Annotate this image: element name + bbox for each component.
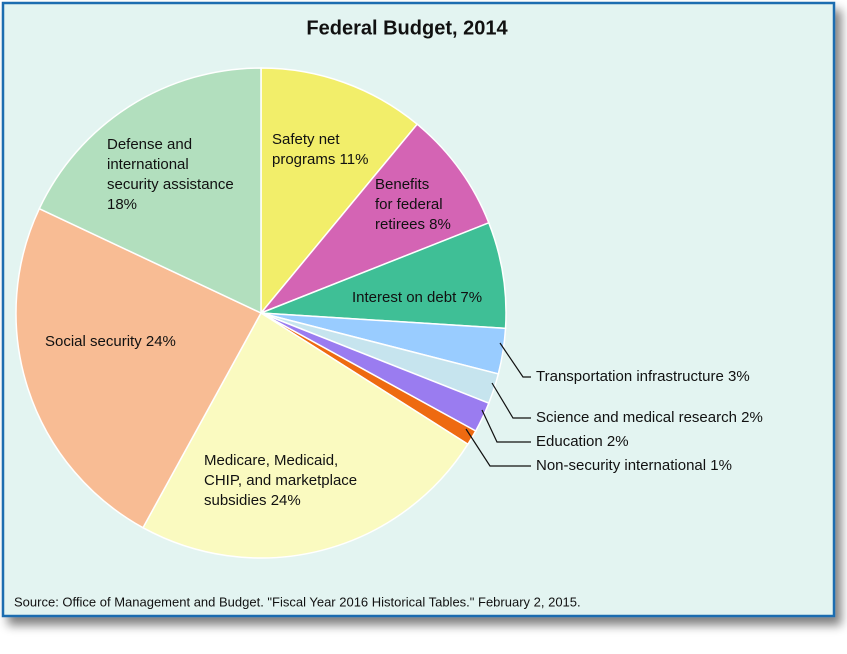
slice-label: Education 2% <box>536 433 629 450</box>
slice-label: Interest on debt 7% <box>352 289 482 306</box>
slice-label: Medicare, Medicaid, CHIP, and marketplace… <box>204 452 357 509</box>
slice-label: Defense and international security assista… <box>107 136 234 213</box>
pie-slice <box>38 67 262 315</box>
leader-line <box>499 342 531 378</box>
source-note: Source: Office of Management and Budget.… <box>14 594 581 609</box>
slice-label: Safety net programs 11% <box>272 131 368 168</box>
slice-label: Non-security international 1% <box>536 457 732 474</box>
slice-label: Social security 24% <box>45 333 176 350</box>
leader-line <box>465 428 531 467</box>
leader-line <box>491 382 531 419</box>
pie <box>15 67 507 559</box>
pie-slice <box>141 311 469 559</box>
slice-label: Transportation infrastructure 3% <box>536 368 750 385</box>
labels: Safety net programs 11%Benefits for federa… <box>45 131 763 509</box>
pie-slice <box>15 207 263 529</box>
slice-label: Benefits for federal retirees 8% <box>375 176 451 233</box>
slice-label: Science and medical research 2% <box>536 409 763 426</box>
pie-slice <box>260 123 490 314</box>
chart-title: Federal Budget, 2014 <box>306 17 508 39</box>
pie-slice <box>260 67 419 316</box>
pie-slice <box>260 221 507 330</box>
leader-line <box>481 409 531 443</box>
